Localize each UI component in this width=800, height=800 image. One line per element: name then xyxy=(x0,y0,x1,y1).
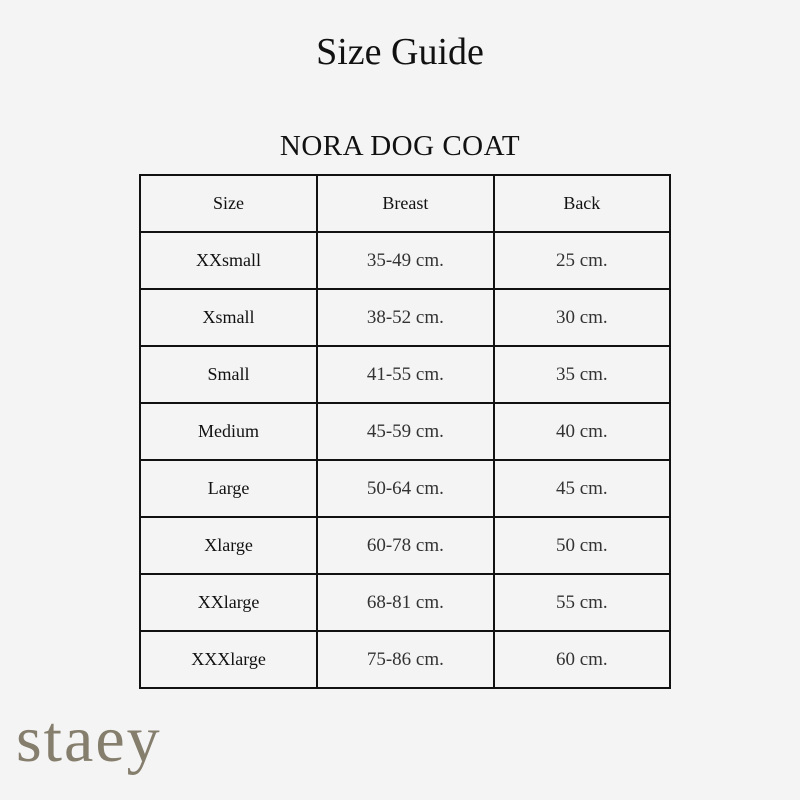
breast-cell: 45-59 cm. xyxy=(316,402,495,461)
back-cell: 25 cm. xyxy=(492,231,672,290)
column-header: Back xyxy=(492,174,672,233)
size-cell: XXlarge xyxy=(138,573,319,632)
size-cell: Xsmall xyxy=(138,288,319,347)
size-cell: XXXlarge xyxy=(138,630,319,689)
size-cell: XXsmall xyxy=(138,231,319,290)
size-cell: Xlarge xyxy=(138,516,319,575)
table-row: XXlarge 68-81 cm. 55 cm. xyxy=(138,573,672,632)
back-cell: 30 cm. xyxy=(492,288,672,347)
breast-cell: 60-78 cm. xyxy=(316,516,495,575)
breast-cell: 35-49 cm. xyxy=(316,231,495,290)
table-row: XXsmall 35-49 cm. 25 cm. xyxy=(138,231,672,290)
back-cell: 60 cm. xyxy=(492,630,672,689)
table-row: Medium 45-59 cm. 40 cm. xyxy=(138,402,672,461)
table-row: Small 41-55 cm. 35 cm. xyxy=(138,345,672,404)
brand-logo: staey xyxy=(16,703,162,776)
header-row: Size Breast Back xyxy=(138,174,672,233)
column-header: Size xyxy=(138,174,319,233)
column-header: Breast xyxy=(316,174,495,233)
breast-cell: 50-64 cm. xyxy=(316,459,495,518)
back-cell: 55 cm. xyxy=(492,573,672,632)
size-cell: Large xyxy=(138,459,319,518)
table-row: Xsmall 38-52 cm. 30 cm. xyxy=(138,288,672,347)
size-table: Size Breast Back XXsmall 35-49 cm. 25 cm. Xsm… xyxy=(138,174,672,689)
size-cell: Small xyxy=(138,345,319,404)
breast-cell: 75-86 cm. xyxy=(316,630,495,689)
table-row: Xlarge 60-78 cm. 50 cm. xyxy=(138,516,672,575)
size-cell: Medium xyxy=(138,402,319,461)
product-name: NORA DOG COAT xyxy=(279,130,521,162)
back-cell: 40 cm. xyxy=(492,402,672,461)
back-cell: 50 cm. xyxy=(492,516,672,575)
table-row: Large 50-64 cm. 45 cm. xyxy=(138,459,672,518)
page-title: Size Guide xyxy=(316,31,484,73)
table-row: XXXlarge 75-86 cm. 60 cm. xyxy=(138,630,672,689)
back-cell: 35 cm. xyxy=(492,345,672,404)
breast-cell: 41-55 cm. xyxy=(316,345,495,404)
breast-cell: 38-52 cm. xyxy=(316,288,495,347)
back-cell: 45 cm. xyxy=(492,459,672,518)
breast-cell: 68-81 cm. xyxy=(316,573,495,632)
